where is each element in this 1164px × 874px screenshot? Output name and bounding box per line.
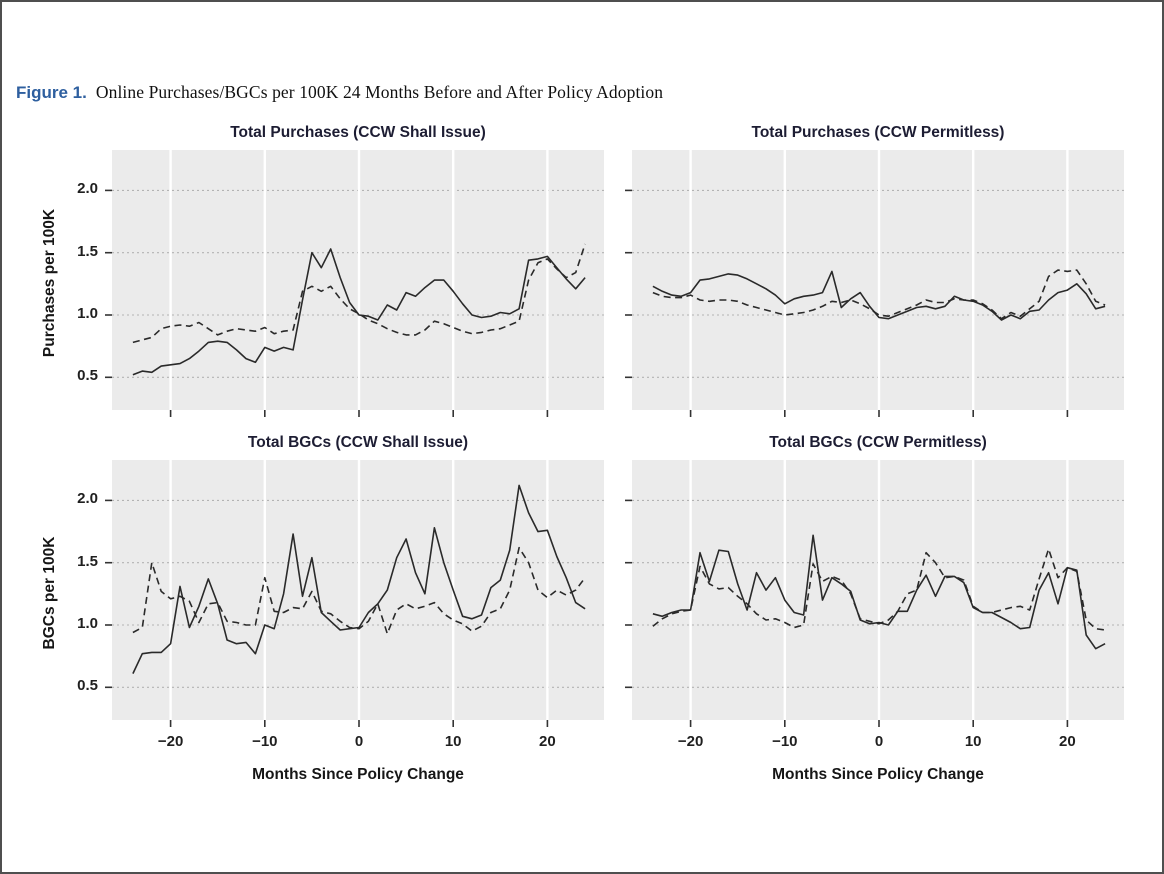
solid-series-line bbox=[132, 248, 586, 376]
y-tick-label: 2.0 bbox=[77, 180, 98, 198]
x-tick-label: 10 bbox=[444, 733, 462, 750]
panel-title-3: Total BGCs (CCW Shall Issue) bbox=[247, 434, 469, 451]
solid-series-line bbox=[652, 534, 1106, 650]
panel-title-1: Total Purchases (CCW Shall Issue) bbox=[230, 124, 486, 141]
panel-title-4: Total BGCs (CCW Permitless) bbox=[769, 434, 987, 451]
x-tick-label: −20 bbox=[677, 733, 704, 750]
x-tick-label: 0 bbox=[874, 733, 884, 750]
panel-plot-2 bbox=[625, 150, 1124, 417]
dashed-series-line bbox=[132, 546, 586, 635]
dashed-series-line bbox=[652, 548, 1106, 631]
solid-series-line bbox=[132, 484, 586, 674]
panel-plot-4 bbox=[625, 460, 1124, 727]
y-tick-label: 2.0 bbox=[77, 490, 98, 508]
panel-title-2: Total Purchases (CCW Permitless) bbox=[751, 124, 1005, 141]
x-tick-label: 20 bbox=[539, 733, 556, 750]
y-axis-title-purchases: Purchases per 100K bbox=[41, 208, 58, 358]
x-axis-title-left: Months Since Policy Change bbox=[252, 766, 464, 783]
x-tick-label: −20 bbox=[157, 733, 184, 750]
dashed-series-line bbox=[132, 243, 586, 344]
solid-series-line bbox=[652, 270, 1106, 321]
y-tick-label: 1.5 bbox=[77, 242, 98, 260]
y-tick-label: 1.5 bbox=[77, 552, 98, 570]
figure-caption-label: Figure 1. bbox=[16, 83, 87, 102]
x-tick-label: 10 bbox=[964, 733, 982, 750]
dashed-series-line bbox=[652, 269, 1106, 320]
panel-plot-1 bbox=[105, 150, 604, 417]
figure-caption: Figure 1. Online Purchases/BGCs per 100K … bbox=[16, 82, 1016, 103]
x-tick-label: 0 bbox=[354, 733, 364, 750]
x-tick-label: −10 bbox=[772, 733, 798, 750]
y-axis-title-bgcs: BGCs per 100K bbox=[41, 536, 58, 650]
y-tick-label: 0.5 bbox=[77, 367, 98, 385]
x-tick-label: 20 bbox=[1059, 733, 1076, 750]
x-tick-label: −10 bbox=[252, 733, 278, 750]
panel-plot-3 bbox=[105, 460, 604, 727]
y-tick-label: 1.0 bbox=[77, 305, 98, 322]
figure-caption-text: Online Purchases/BGCs per 100K 24 Months… bbox=[95, 82, 664, 102]
y-tick-label: 1.0 bbox=[77, 615, 98, 632]
y-tick-label: 0.5 bbox=[77, 677, 98, 695]
x-axis-title-right: Months Since Policy Change bbox=[772, 766, 984, 783]
